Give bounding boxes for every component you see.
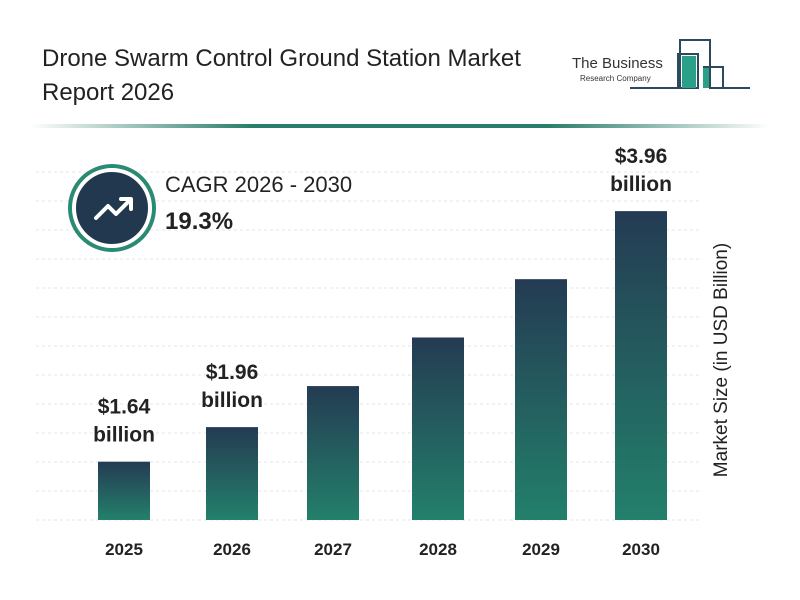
data-label-value: $1.96	[206, 361, 259, 384]
bar-2029	[515, 279, 567, 520]
cagr-label: CAGR 2026 - 2030	[165, 172, 353, 197]
bar-2027	[307, 386, 359, 520]
x-tick-label: 2027	[314, 540, 352, 559]
data-label-unit: billion	[93, 424, 155, 447]
y-axis-label: Market Size (in USD Billion)	[711, 242, 732, 478]
data-label-unit: billion	[610, 173, 672, 196]
page-title: Drone Swarm Control Ground Station Marke…	[42, 45, 521, 106]
x-tick-label: 2028	[419, 540, 457, 559]
x-tick-label: 2026	[213, 540, 251, 559]
bar-2028	[412, 337, 464, 520]
cagr-value: 19.3%	[165, 208, 234, 235]
logo-subtext: Research Company	[580, 74, 651, 83]
x-tick-label: 2025	[105, 540, 143, 559]
logo-buildings-icon	[630, 39, 750, 89]
data-label-unit: billion	[201, 389, 263, 412]
bar-2025	[98, 461, 150, 520]
data-label-value: $3.96	[615, 145, 668, 168]
logo-text: The Business	[572, 55, 663, 72]
company-logo: The Business Research Company	[560, 30, 760, 100]
cagr-badge	[72, 168, 152, 248]
trending-up-icon	[94, 197, 133, 220]
bar-2026	[206, 427, 258, 520]
data-label-value: $1.64	[98, 396, 151, 419]
header-divider	[30, 124, 770, 128]
x-tick-label: 2030	[622, 540, 660, 559]
x-tick-label: 2029	[522, 540, 560, 559]
bar-2030	[615, 211, 667, 520]
